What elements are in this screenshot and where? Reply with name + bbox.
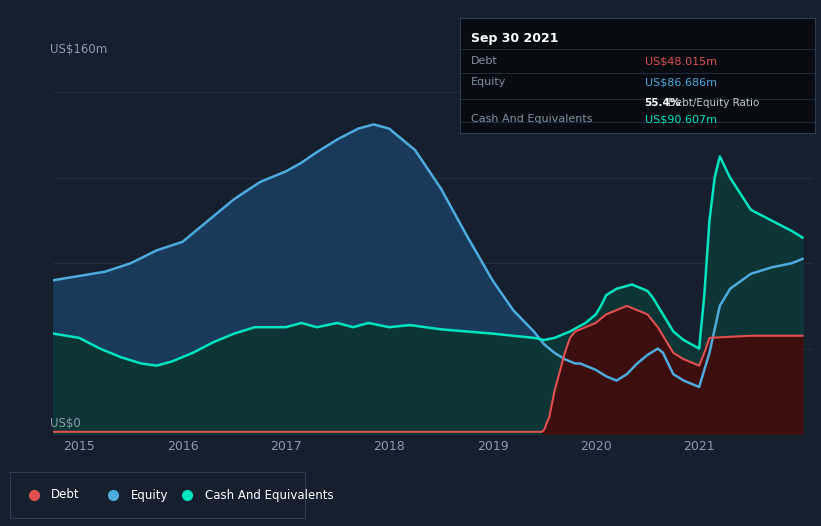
Text: Sep 30 2021: Sep 30 2021	[470, 32, 558, 45]
Text: Debt: Debt	[51, 489, 80, 501]
Text: US$160m: US$160m	[49, 44, 107, 56]
Text: Cash And Equivalents: Cash And Equivalents	[470, 114, 592, 124]
Text: Debt: Debt	[470, 56, 498, 66]
Text: US$48.015m: US$48.015m	[644, 56, 717, 66]
Text: Cash And Equivalents: Cash And Equivalents	[204, 489, 333, 501]
Text: US$86.686m: US$86.686m	[644, 77, 717, 87]
Text: Equity: Equity	[470, 77, 506, 87]
Text: Debt/Equity Ratio: Debt/Equity Ratio	[644, 97, 759, 107]
Text: US$90.607m: US$90.607m	[644, 114, 717, 124]
Text: Equity: Equity	[131, 489, 168, 501]
Text: 55.4%: 55.4%	[644, 97, 681, 107]
Text: US$0: US$0	[49, 417, 80, 430]
